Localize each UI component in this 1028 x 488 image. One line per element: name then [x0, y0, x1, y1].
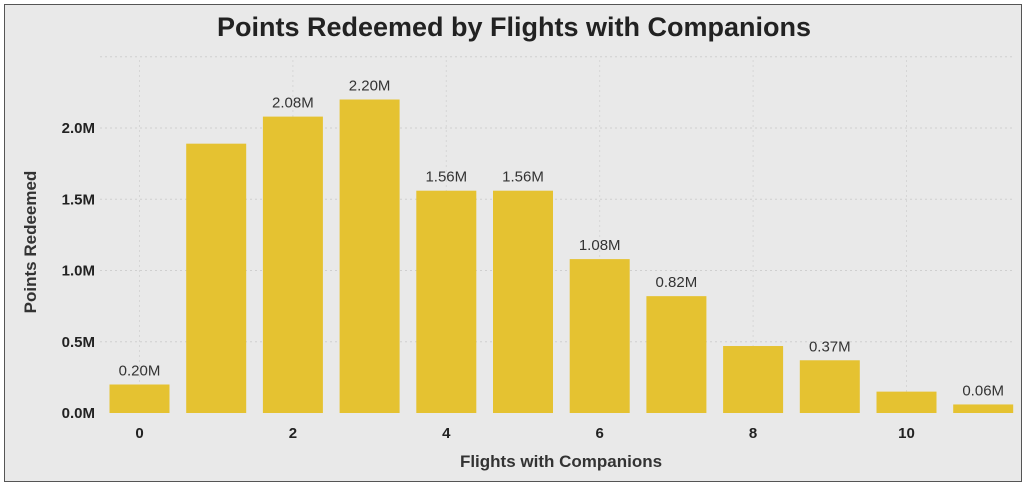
y-tick-label: 1.5M	[62, 191, 95, 208]
chart-frame: Points Redeemed by Flights with Companio…	[4, 4, 1022, 482]
y-tick-label: 0.0M	[62, 405, 95, 422]
bar	[799, 360, 860, 413]
bar	[416, 190, 477, 413]
bar-chart: 0.20M 2.08M 2.20M 1.56M 1.56M 1.08M 0.82M 0.37M…	[21, 56, 1015, 471]
bar	[953, 404, 1014, 413]
x-tick-label: 8	[749, 425, 757, 442]
data-label: 0.06M	[962, 382, 1004, 399]
x-tick-label: 10	[898, 425, 915, 442]
x-tick-label: 4	[442, 425, 451, 442]
bar	[493, 190, 553, 413]
x-tick-label: 6	[596, 425, 604, 442]
chart-title: Points Redeemed by Flights with Companio…	[216, 12, 812, 42]
bar	[262, 116, 323, 413]
bar	[339, 99, 400, 413]
bar	[723, 346, 784, 413]
x-tick-label: 2	[289, 425, 297, 442]
data-label: 1.08M	[579, 237, 621, 254]
data-label: 1.56M	[425, 169, 467, 186]
data-label: 1.56M	[502, 169, 544, 186]
data-label: 0.82M	[656, 274, 698, 291]
data-label: 0.37M	[809, 338, 851, 355]
y-tick-label: 0.5M	[62, 334, 95, 351]
bar	[569, 259, 630, 413]
bar	[876, 391, 937, 413]
x-tick-label: 0	[135, 425, 143, 442]
x-axis-title: Flights with Companions	[460, 452, 662, 471]
bar	[109, 384, 170, 413]
data-label: 2.08M	[272, 95, 314, 112]
bar	[646, 296, 707, 413]
data-label: 2.20M	[349, 78, 391, 95]
y-tick-label: 1.0M	[62, 263, 95, 280]
bar	[186, 143, 247, 414]
y-axis-title: Points Redeemed	[21, 171, 40, 314]
y-tick-label: 2.0M	[62, 120, 95, 137]
data-label: 0.20M	[119, 363, 161, 380]
